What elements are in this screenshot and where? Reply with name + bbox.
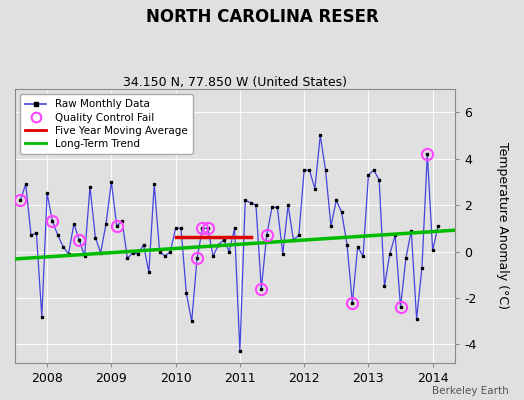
Text: NORTH CAROLINA RESER: NORTH CAROLINA RESER: [146, 8, 378, 26]
Y-axis label: Temperature Anomaly (°C): Temperature Anomaly (°C): [496, 142, 509, 310]
Title: 34.150 N, 77.850 W (United States): 34.150 N, 77.850 W (United States): [123, 76, 347, 89]
Text: Berkeley Earth: Berkeley Earth: [432, 386, 508, 396]
Legend: Raw Monthly Data, Quality Control Fail, Five Year Moving Average, Long-Term Tren: Raw Monthly Data, Quality Control Fail, …: [20, 94, 192, 154]
